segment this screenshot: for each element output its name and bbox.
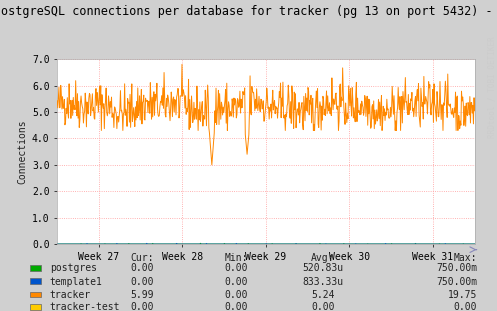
Text: 0.00: 0.00 <box>224 302 248 311</box>
Text: 750.00m: 750.00m <box>436 276 477 286</box>
Text: 0.00: 0.00 <box>130 276 154 286</box>
Y-axis label: Connections: Connections <box>18 119 28 184</box>
Text: 5.24: 5.24 <box>311 290 335 299</box>
Text: 19.75: 19.75 <box>448 290 477 299</box>
Text: Avg:: Avg: <box>311 253 335 263</box>
Text: postgres: postgres <box>50 263 97 273</box>
Text: Min:: Min: <box>224 253 248 263</box>
Text: RRDtool / TOBI OETIKER: RRDtool / TOBI OETIKER <box>487 36 496 138</box>
Text: 750.00m: 750.00m <box>436 263 477 273</box>
Text: tracker: tracker <box>50 290 91 299</box>
Text: 0.00: 0.00 <box>224 263 248 273</box>
Text: 0.00: 0.00 <box>130 263 154 273</box>
Text: 0.00: 0.00 <box>224 290 248 299</box>
Text: 0.00: 0.00 <box>311 302 335 311</box>
Text: 0.00: 0.00 <box>224 276 248 286</box>
Text: 0.00: 0.00 <box>130 302 154 311</box>
Text: template1: template1 <box>50 276 102 286</box>
Text: Cur:: Cur: <box>130 253 154 263</box>
Text: tracker-test: tracker-test <box>50 302 120 311</box>
Text: 5.99: 5.99 <box>130 290 154 299</box>
Text: 833.33u: 833.33u <box>303 276 343 286</box>
Text: 520.83u: 520.83u <box>303 263 343 273</box>
Text: Max:: Max: <box>454 253 477 263</box>
Text: 0.00: 0.00 <box>454 302 477 311</box>
Text: ostgreSQL connections per database for tracker (pg 13 on port 5432) - by mon: ostgreSQL connections per database for t… <box>1 5 497 18</box>
